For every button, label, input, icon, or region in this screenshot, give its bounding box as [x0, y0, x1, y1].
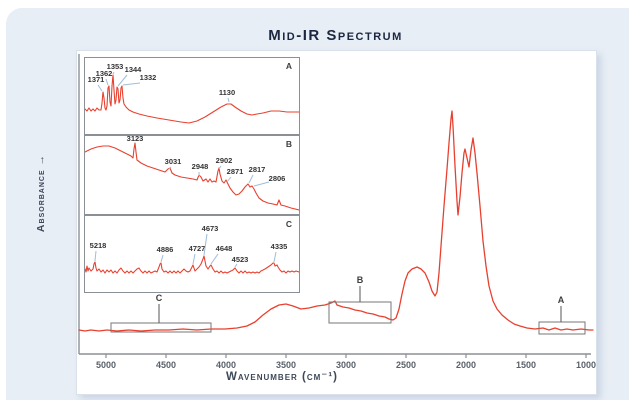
peak-label: 5218 [90, 241, 107, 250]
chart-panel: 5000 4500 4000 3500 3000 2500 2000 1500 1000 C B A … [76, 50, 597, 395]
inset-letter: B [286, 139, 292, 149]
x-tick-label: 3000 [336, 360, 356, 370]
region-box-c [110, 322, 212, 333]
main-plot: 5000 4500 4000 3500 3000 2500 2000 1500 1000 C B A [77, 51, 596, 394]
peak-leader-line [273, 251, 277, 263]
peak-label: 2902 [216, 156, 233, 165]
peak-leader-line [105, 78, 109, 86]
peak-label: 4648 [216, 244, 233, 253]
peak-leader-line [94, 250, 97, 262]
region-box-a [538, 321, 586, 335]
inset-letter: A [286, 61, 292, 71]
peak-label: 2871 [227, 167, 244, 176]
region-box-label: C [156, 293, 163, 303]
x-tick-label: 2500 [396, 360, 416, 370]
peak-leader-line [117, 74, 128, 87]
inset-panel-b: 3123 3031 2948 2902 2871 2817 2806 B [84, 135, 300, 215]
peak-leader-line [248, 174, 254, 184]
x-tick-label: 4500 [156, 360, 176, 370]
peak-label: 4523 [232, 255, 249, 264]
peak-leader-line [97, 84, 103, 92]
inset-panel-c: 5218 4886 4727 4673 4648 4523 4335 C [84, 215, 300, 293]
inset-letter: C [286, 219, 292, 229]
peak-leader-line [122, 82, 141, 86]
peak-label: 3123 [127, 136, 144, 143]
x-tick-label: 1500 [516, 360, 536, 370]
peak-label: 1130 [219, 88, 235, 97]
peak-leader-line [253, 181, 270, 187]
y-axis-label: Absorbance → [35, 153, 47, 233]
peak-label: 4886 [157, 245, 174, 254]
peak-leader-line [227, 97, 230, 103]
peak-leader-line [112, 71, 115, 75]
peak-leader-line [203, 233, 208, 256]
x-tick-label: 3500 [276, 360, 296, 370]
x-axis-label: Wavenumber (cm⁻¹) [225, 371, 339, 383]
peak-label: 1362 [96, 69, 113, 78]
peak-label: 1371 [88, 75, 105, 84]
chart-title: Mid-IR Spectrum [268, 27, 403, 44]
peak-leader-line [160, 254, 164, 263]
x-tick-label: 1000 [576, 360, 596, 370]
x-tick-label: 5000 [96, 360, 116, 370]
peak-leader-line [234, 263, 238, 268]
main-plot-svg: 5000 4500 4000 3500 3000 2500 2000 1500 1000 C B A [78, 54, 596, 370]
inset-panel-a: 1371 1362 1353 1344 1332 1130 A [84, 57, 300, 135]
peak-leader-line [226, 176, 232, 183]
peak-leader-line [210, 253, 219, 265]
peak-leader-line [218, 165, 222, 170]
peak-label: 4727 [189, 244, 206, 253]
inset-spectrum-curve [85, 142, 299, 211]
region-box-label: A [558, 295, 565, 305]
peak-label: 4673 [202, 224, 219, 233]
peak-label: 1332 [140, 73, 157, 82]
inset-spectrum-curve [85, 255, 299, 274]
inset-spectrum-curve [85, 74, 299, 124]
peak-leader-line [168, 166, 172, 170]
peak-label: 1344 [125, 65, 143, 74]
peak-label: 1353 [107, 62, 124, 71]
peak-label: 3031 [165, 157, 182, 166]
peak-label: 2806 [269, 174, 286, 183]
x-tick-label: 2000 [456, 360, 476, 370]
region-box-label: B [357, 275, 364, 285]
inset-c-svg: 5218 4886 4727 4673 4648 4523 4335 C [85, 219, 299, 274]
x-tick-label: 4000 [216, 360, 236, 370]
peak-label: 2948 [192, 162, 209, 171]
spectrum-curve [78, 110, 594, 332]
peak-label: 4335 [271, 242, 288, 251]
peak-leader-line [192, 253, 196, 265]
peak-label: 2817 [249, 165, 266, 174]
